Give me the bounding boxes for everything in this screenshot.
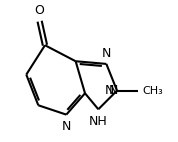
- Text: N: N: [102, 47, 111, 60]
- Text: O: O: [35, 4, 44, 17]
- Text: N: N: [62, 120, 71, 133]
- Text: N: N: [105, 84, 114, 97]
- Text: N: N: [109, 84, 118, 97]
- Text: NH: NH: [89, 115, 108, 128]
- Text: CH₃: CH₃: [142, 86, 163, 96]
